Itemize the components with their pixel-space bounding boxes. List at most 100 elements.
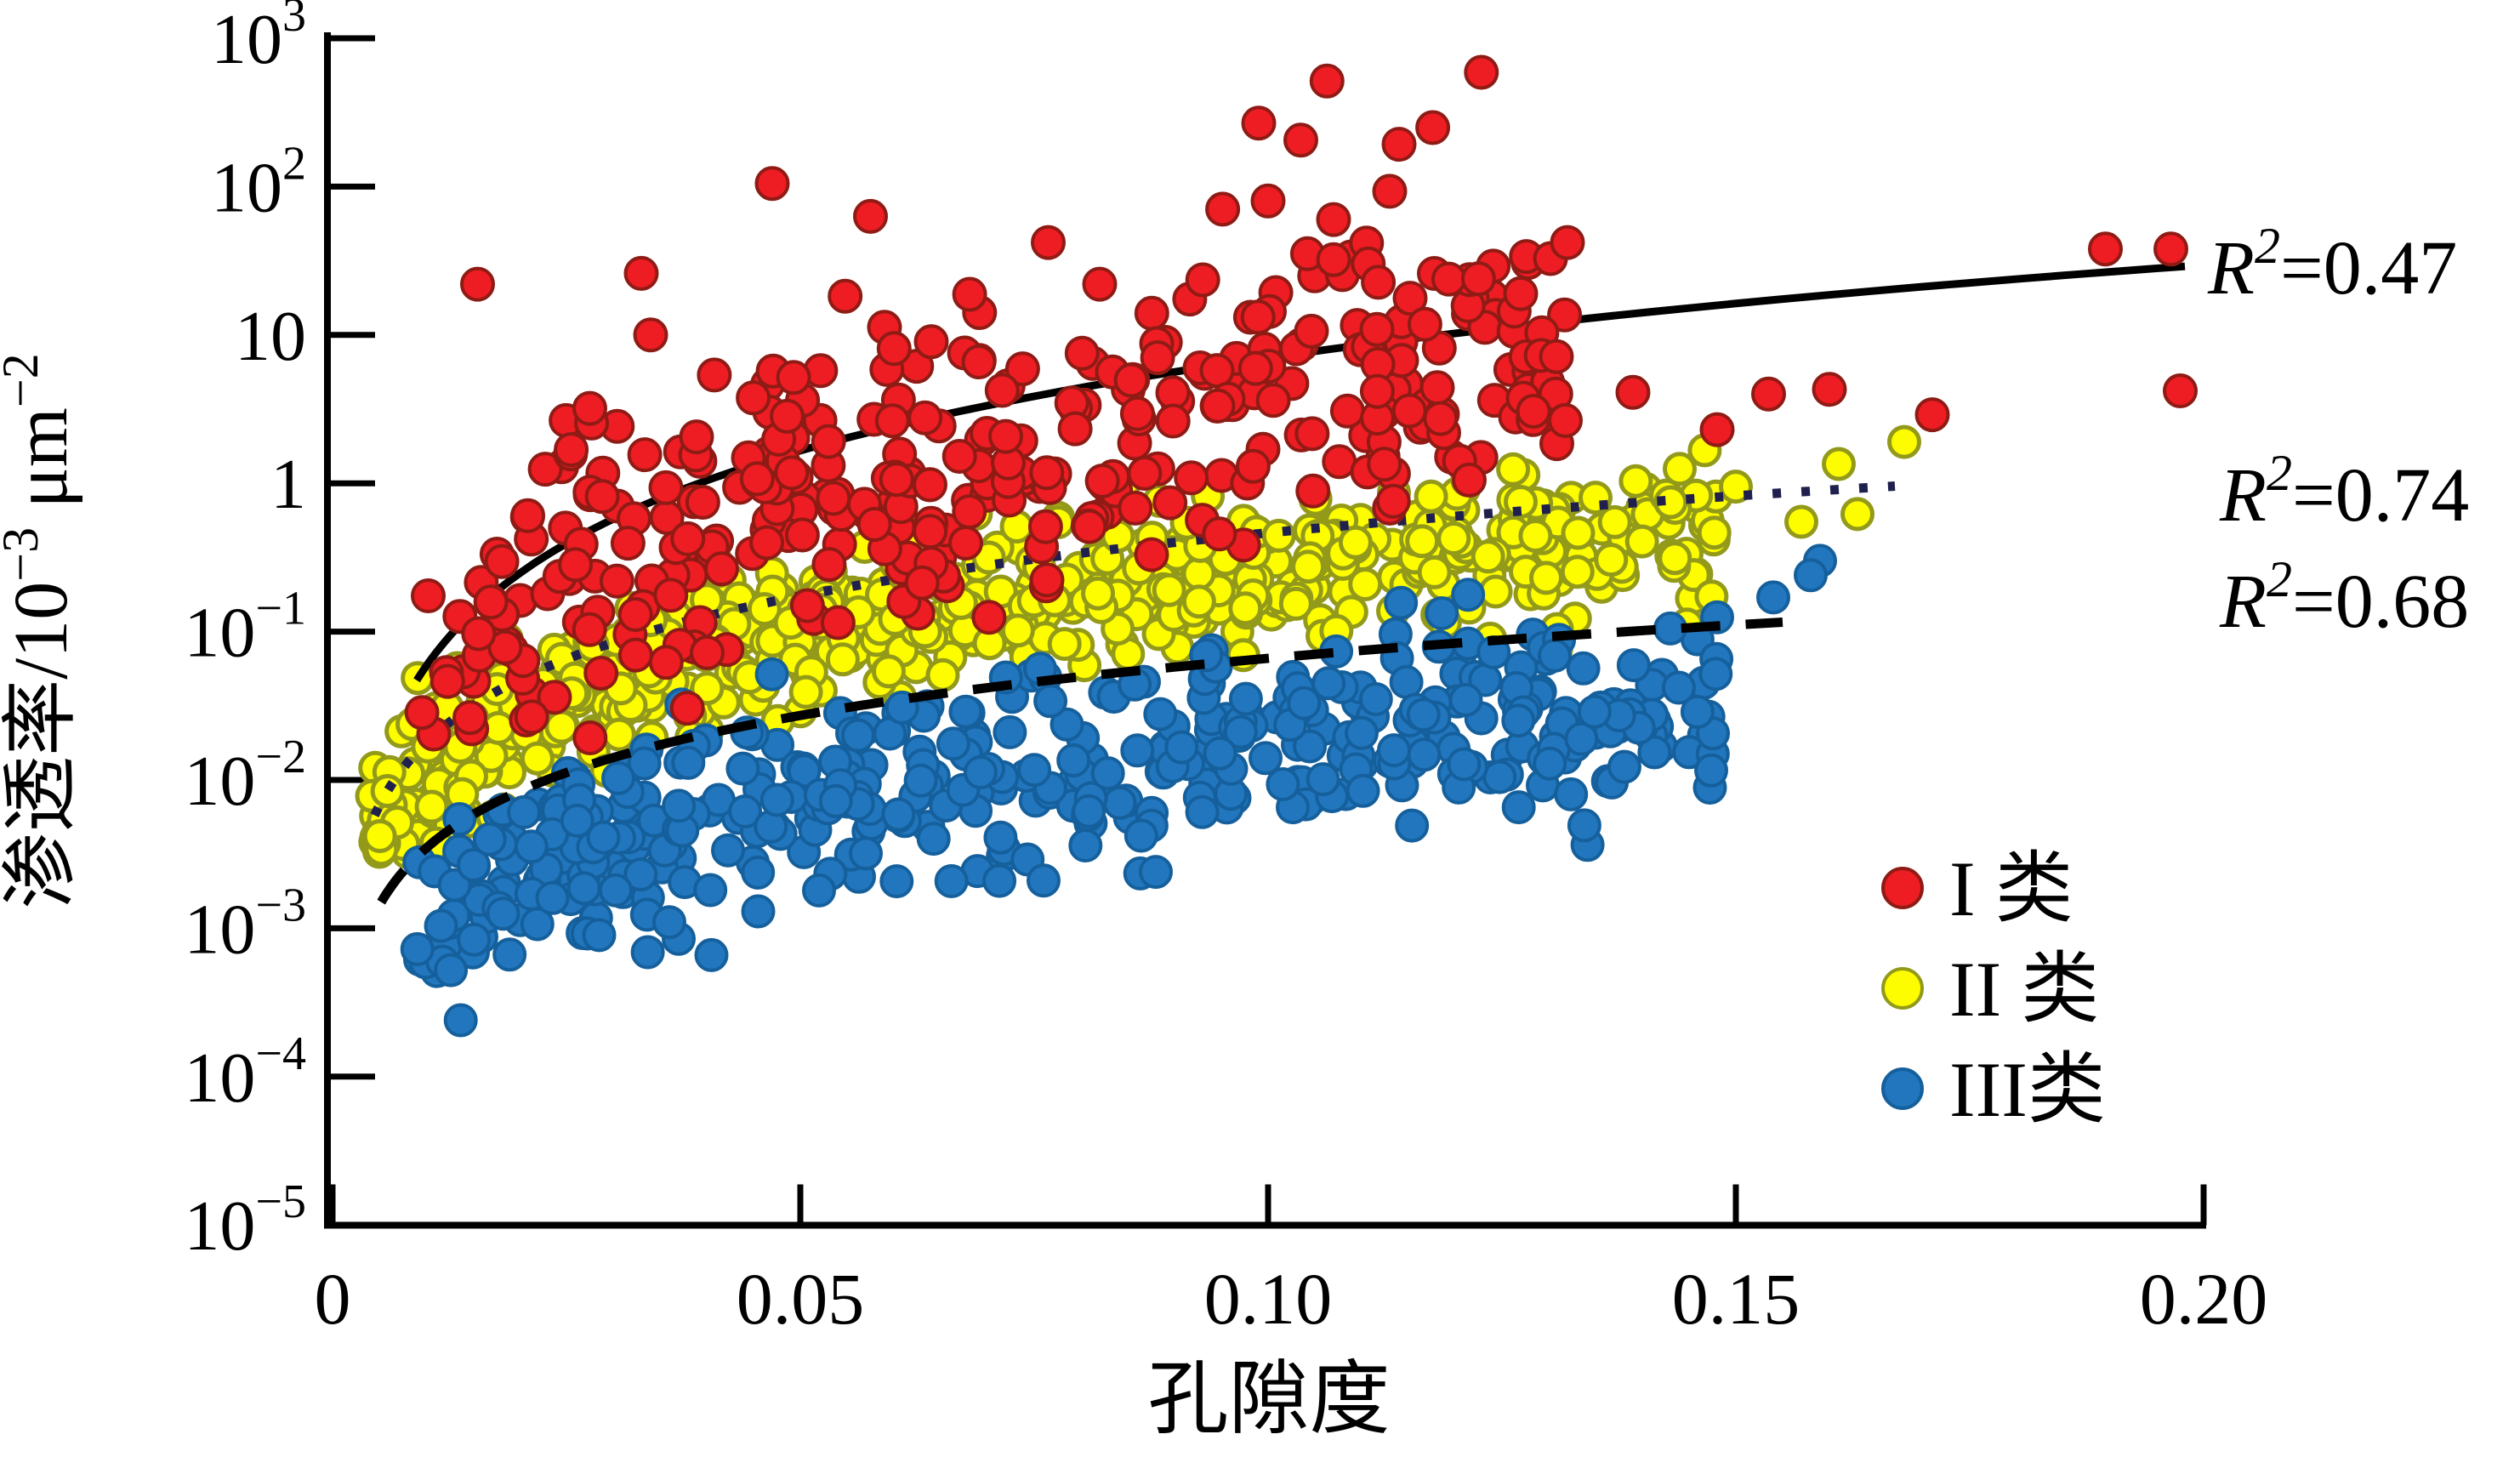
data-point-yellow <box>1624 524 1659 559</box>
trendline-dotted-class2 <box>370 481 1896 817</box>
data-point-red <box>473 584 509 620</box>
r2-label-1: R2=0.47 <box>2207 218 2457 310</box>
legend-marker-icon <box>1881 1067 1924 1110</box>
data-point-red <box>739 461 775 497</box>
data-point-blue <box>514 829 549 864</box>
data-point-blue <box>802 873 836 908</box>
data-point-red <box>572 390 607 426</box>
data-point-blue <box>1794 558 1828 593</box>
data-point-blue <box>993 714 1027 749</box>
data-point-red <box>811 424 846 459</box>
data-point-blue <box>566 871 601 906</box>
data-point-red <box>1127 456 1163 491</box>
data-point-red <box>1202 516 1237 552</box>
data-point-red <box>1155 403 1191 439</box>
data-point-yellow <box>1081 576 1115 611</box>
data-point-red <box>1152 485 1188 521</box>
data-point-red <box>1200 388 1236 424</box>
data-point-yellow <box>1338 525 1373 560</box>
data-point-blue <box>849 836 883 871</box>
data-point-blue <box>1143 697 1178 731</box>
data-point-blue <box>1451 578 1486 612</box>
y-tick-label: 10−2 <box>184 731 306 821</box>
data-point-yellow <box>1181 584 1216 619</box>
data-point-blue <box>586 820 621 855</box>
data-point-red <box>820 605 856 640</box>
data-point-blue <box>1533 746 1567 781</box>
data-point-blue <box>1345 773 1380 808</box>
data-point-red <box>876 331 912 367</box>
data-point-blue <box>948 694 983 729</box>
x-tick-label: 0.10 <box>1204 1258 1333 1340</box>
data-point-blue <box>983 820 1018 855</box>
data-point-red <box>907 400 943 435</box>
data-point-red <box>1294 313 1329 349</box>
data-point-blue <box>662 788 697 823</box>
data-point-yellow <box>1784 504 1818 539</box>
y-tick-label: 1 <box>270 445 306 524</box>
data-point-yellow <box>1653 485 1688 520</box>
data-point-red <box>1381 127 1417 162</box>
data-point-blue <box>443 1003 478 1038</box>
data-point-red <box>617 597 653 632</box>
x-tick-label: 0.20 <box>2140 1258 2268 1340</box>
data-point-red <box>1119 396 1155 431</box>
data-point-yellow <box>414 789 449 824</box>
data-point-blue <box>1395 808 1430 843</box>
data-point-red <box>749 525 785 561</box>
series-class1-red <box>404 54 2198 755</box>
data-point-blue <box>1407 737 1442 772</box>
data-point-red <box>1240 299 1276 335</box>
data-point-blue <box>472 822 507 857</box>
data-point-yellow <box>1047 627 1082 662</box>
data-point-red <box>572 612 607 647</box>
r2-label-3: R2=0.68 <box>2219 551 2469 644</box>
data-point-red <box>1294 416 1330 452</box>
data-point-blue <box>1027 863 1061 898</box>
data-point-blue <box>623 857 658 892</box>
data-point-red <box>1316 202 1351 237</box>
data-point-red <box>1255 383 1291 418</box>
data-point-red <box>816 481 851 516</box>
data-point-blue <box>1538 638 1572 673</box>
data-point-red <box>1914 397 1950 433</box>
data-point-red <box>429 663 465 699</box>
data-point-yellow <box>544 709 579 744</box>
data-point-red <box>583 656 619 691</box>
data-point-red <box>1029 455 1065 491</box>
data-point-blue <box>627 746 662 781</box>
data-point-red <box>599 563 634 599</box>
data-point-red <box>1283 122 1318 158</box>
data-point-blue <box>1756 580 1790 615</box>
data-point-yellow <box>1261 518 1296 553</box>
data-point-red <box>1004 351 1040 387</box>
data-point-blue <box>881 797 916 832</box>
data-point-blue <box>693 873 728 908</box>
data-point-red <box>1615 374 1651 410</box>
legend-marker-icon <box>1881 867 1924 909</box>
data-point-red <box>537 680 572 715</box>
data-point-red <box>1423 401 1459 436</box>
data-point-red <box>1503 276 1539 311</box>
data-point-blue <box>1694 753 1728 788</box>
data-point-red <box>1185 262 1220 298</box>
data-point-red <box>984 373 1020 408</box>
data-point-red <box>904 565 940 600</box>
data-point-red <box>648 645 684 680</box>
data-point-red <box>1367 447 1402 482</box>
data-point-blue <box>1501 790 1536 825</box>
data-point-red <box>853 198 888 234</box>
data-point-red <box>1452 462 1487 498</box>
data-point-red <box>484 544 520 579</box>
data-point-blue <box>1607 749 1641 784</box>
data-point-yellow <box>1887 424 1921 459</box>
data-point-blue <box>741 894 776 929</box>
data-point-red <box>1082 266 1118 302</box>
series-class3-blue <box>400 544 1837 1038</box>
data-point-blue <box>1102 785 1137 820</box>
data-point-red <box>1031 225 1066 260</box>
data-point-red <box>1072 509 1107 544</box>
data-point-red <box>754 166 790 202</box>
data-point-yellow <box>1414 479 1448 514</box>
data-point-blue <box>1293 729 1328 764</box>
